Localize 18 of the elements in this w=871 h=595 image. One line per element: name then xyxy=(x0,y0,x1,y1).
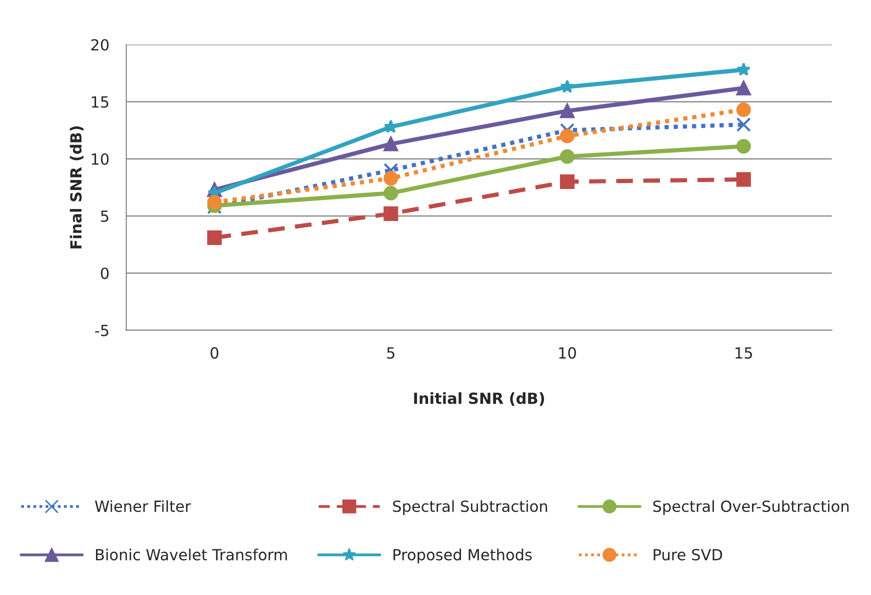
y-tick-label: 10 xyxy=(92,153,109,165)
legend-label: Wiener Filter xyxy=(95,500,191,512)
legend-label: Pure SVD xyxy=(654,548,722,560)
y-tick-label: 0 xyxy=(100,268,109,280)
legend-label: Spectral Subtraction xyxy=(393,500,548,516)
x-tick-label: 10 xyxy=(559,347,576,359)
y-tick-label: 5 xyxy=(101,210,108,222)
x-tick-label: 15 xyxy=(736,347,752,359)
legend-label: Spectral Over-Subtraction xyxy=(653,500,849,516)
legend-label: Bionic Wavelet Transform xyxy=(96,548,287,560)
y-tick-label: 20 xyxy=(91,39,109,51)
x-axis-title: Initial SNR (dB) xyxy=(414,392,544,406)
y-axis-title: Final SNR (dB) xyxy=(70,126,84,248)
legend-label: Proposed Methods xyxy=(394,548,532,564)
y-tick-label: 15 xyxy=(92,96,108,108)
x-tick-label: 0 xyxy=(210,347,218,359)
x-tick-label: 5 xyxy=(387,347,394,359)
y-tick-label: -5 xyxy=(95,324,108,336)
